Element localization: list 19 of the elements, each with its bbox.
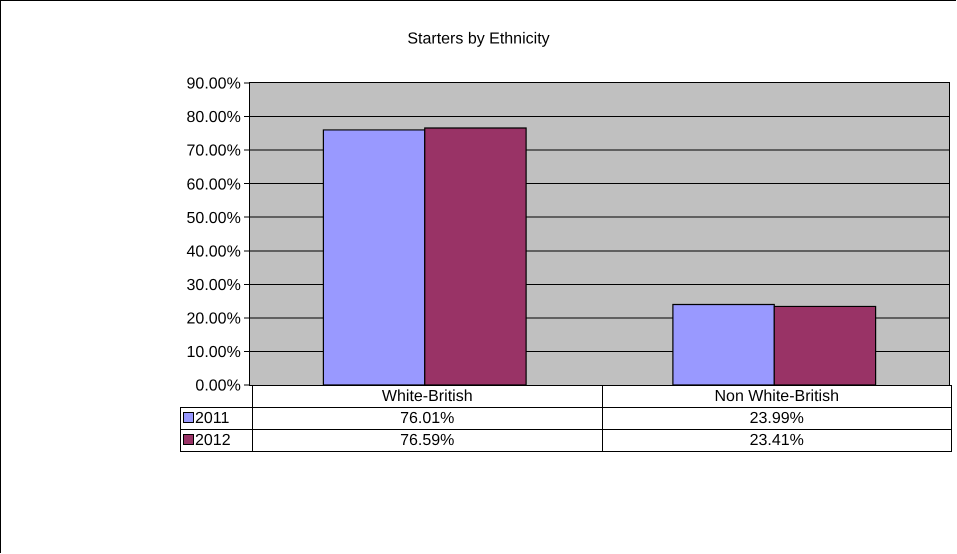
y-tick-label: 40.00%	[186, 243, 241, 260]
y-tick-label: 90.00%	[186, 76, 241, 93]
y-tick-label: 60.00%	[186, 176, 241, 194]
data-label: 76.01%	[252, 408, 602, 430]
chart-title: Starters by Ethnicity	[407, 30, 550, 48]
y-tick-label: 80.00%	[186, 109, 241, 126]
legend-label: 2011	[195, 410, 230, 426]
legend-label: 2012	[195, 432, 231, 448]
data-label: 23.99%	[602, 408, 952, 430]
y-tick-label: 70.00%	[186, 142, 241, 160]
x-tick-label: Non White-British	[602, 386, 952, 408]
y-tick-label: 20.00%	[186, 310, 241, 328]
y-tick-label: 50.00%	[186, 210, 241, 227]
y-tick-label: 30.00%	[186, 276, 241, 294]
y-tick-label: 10.00%	[186, 344, 241, 362]
x-tick-label: White-British	[252, 386, 602, 408]
y-tick-label: 0.00%	[195, 378, 241, 395]
data-label: 76.59%	[252, 430, 602, 452]
data-label: 23.41%	[602, 430, 952, 452]
